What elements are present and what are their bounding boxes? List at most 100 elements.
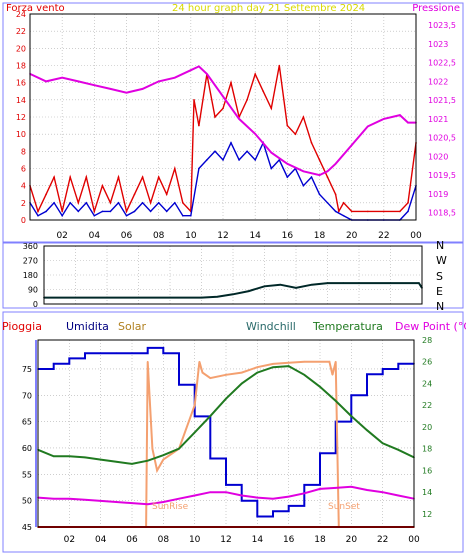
p3-series-point [178,384,180,386]
p3-series-point [131,502,133,504]
p1-series-point [206,73,208,75]
p1-series-point [383,118,385,120]
p1-series-point [286,176,289,178]
compass-s: S [436,270,443,283]
p3-series-point [68,497,71,500]
p3-yright-tick-label: 24 [422,379,432,388]
p1-series-point [45,193,47,196]
p1-series-point [61,76,63,79]
p1-xtick-label: 12 [217,231,228,241]
p3-series-point [303,360,306,363]
p3-series-point [193,494,196,497]
p1-xtick-label: 00 [410,231,422,241]
p1-series-point [342,202,345,204]
p1-series-point [93,84,96,86]
legend-dewpoint: Dew Point (°C) [395,320,466,333]
panel3-frame [2,311,464,553]
p1-series-point [77,80,80,83]
p3-xtick-label: 02 [64,535,75,545]
p1-series-point [334,163,337,165]
p1-yleft-tick-label: 18 [16,62,26,71]
p2-series-point [311,283,313,286]
p1-series-point [367,210,369,213]
p1-xtick-label: 06 [121,231,133,241]
p1-series-point [109,210,112,213]
p3-xtick-label: 08 [158,535,170,545]
p3-series-point [201,371,204,374]
p1-series-point [399,114,401,116]
p1-series-point [174,76,176,79]
p1-series-point [334,210,337,213]
p1-yleft-tick-label: 22 [16,27,26,36]
p3-series-point [240,494,243,497]
compass-w: W [436,254,447,267]
p3-series-point [381,368,384,370]
p3-xtick-label: 16 [283,535,295,545]
p1-series-point [93,214,96,217]
p1-series-point [61,214,63,217]
p2-series-point [216,296,219,298]
p3-series-point [319,386,321,388]
p1-series-point [53,176,55,178]
p3-series-point [287,365,290,367]
legend-temperatura: Temperatura [312,320,383,333]
p2-series-point [295,287,297,289]
p1-yleft-tick-label: 16 [16,79,26,88]
p3-series-point [397,449,400,451]
p1-series-point [230,81,232,84]
compass-n-bottom: N [436,300,444,313]
p3-series-point [68,455,71,458]
p3-series-point [303,484,306,486]
p1-series-point [109,202,112,204]
p3-yleft-tick-label: 70 [22,391,32,400]
p1-yright-tick-label: 1022 [428,77,448,86]
p2-series-point [137,296,140,299]
p2-series-point [248,290,250,292]
panel1-ticks: 02 04 06 08 10 12 14 16 18 20 22 000246810121416182… [16,10,456,241]
p1-xtick-label: 18 [314,231,326,241]
p3-series-point [319,360,321,363]
p1-series-point [254,133,256,135]
p3-series-point [334,360,337,363]
p3-series-point [272,497,274,500]
p2-series-point [389,282,392,284]
p1-series-point [383,210,385,213]
p1-series-point [193,99,195,101]
p3-series-point [350,486,353,488]
p1-series-point [350,210,353,213]
p1-series-point [190,214,192,217]
p1-series-point [109,88,112,90]
p2-series-point [200,296,203,299]
p1-series-point [37,210,39,213]
p1-xtick-label: 08 [153,231,165,241]
p3-xtick-label: 20 [346,535,358,545]
p3-yleft-tick-label: 65 [22,418,32,427]
p2-series-point [169,296,171,299]
panel2-series [43,282,423,299]
p3-yright-tick-label: 26 [422,358,432,367]
header-left-title: Forza vento [6,3,65,14]
p1-series-point [157,176,160,178]
p3-series-point [99,500,102,502]
p3-series-point [68,357,71,360]
p3-series-point [397,494,400,497]
p3-xtick-label: 00 [408,535,420,545]
panel2-ticks: 360 270 180 90 0 [23,242,38,309]
p1-series-point [85,202,88,204]
p1-series-line [29,140,417,221]
p3-series-point [287,495,290,498]
p3-yleft-tick-label: 50 [22,497,32,506]
p1-xtick-label: 02 [56,231,67,241]
p1-series-point [45,80,47,83]
p1-yleft-tick-label: 24 [16,10,26,19]
p1-series-point [214,116,216,118]
p1-yleft-tick-label: 0 [21,216,26,225]
p1-yright-tick-label: 1023,5 [428,21,456,30]
p1-series-point [302,184,305,187]
p1-series-point [270,151,273,154]
p3-series-point [287,362,290,364]
p1-series-point [182,202,184,204]
p1-series-point [407,202,409,204]
p1-series-point [190,69,192,71]
